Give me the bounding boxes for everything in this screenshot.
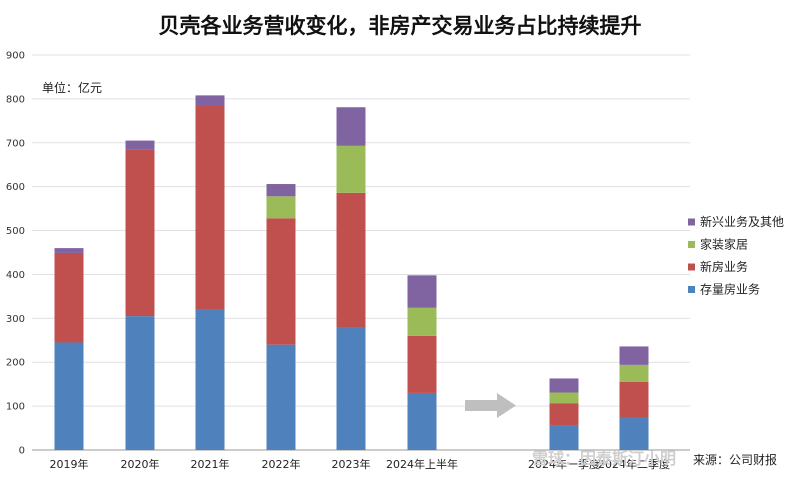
- x-tick-label: 2021年: [191, 457, 230, 471]
- x-tick-label: 2024年二季度: [598, 457, 670, 471]
- y-axis: 0 100 200 300 400 500 600 700 800 900: [6, 51, 25, 457]
- legend-label: 存量房业务: [700, 282, 760, 297]
- x-tick-label: 2024年上半年: [386, 457, 458, 471]
- y-tick-label: 100: [6, 402, 25, 413]
- bar-segment: [195, 95, 225, 106]
- x-tick-label: 2024年一季度: [528, 457, 600, 471]
- legend-label: 新兴业务及其他: [700, 214, 784, 229]
- x-tick-label: 2022年: [262, 457, 301, 471]
- unit-label: 单位：亿元: [42, 80, 102, 95]
- bar-segment: [266, 344, 296, 450]
- arrow-icon: [465, 393, 516, 418]
- bar-segment: [266, 196, 296, 219]
- y-tick-label: 900: [6, 51, 25, 62]
- watermark: 雪球：因泰斯汀小明: [532, 449, 676, 468]
- y-tick-label: 500: [6, 226, 25, 237]
- source-note: 来源：公司财报: [693, 452, 777, 467]
- bar-segment: [549, 392, 579, 404]
- bars: [54, 95, 649, 450]
- legend-label: 家装家居: [700, 237, 748, 252]
- y-tick-label: 800: [6, 94, 25, 105]
- bar-segment: [619, 364, 649, 382]
- bar-segment: [54, 342, 84, 450]
- bar-segment: [407, 392, 437, 450]
- bar-segment: [125, 316, 155, 450]
- legend-swatch: [688, 286, 695, 293]
- bar-segment: [336, 145, 366, 193]
- bar-segment: [336, 327, 366, 450]
- legend-label: 新房业务: [700, 259, 748, 274]
- bar-segment: [336, 192, 366, 328]
- bar-segment: [195, 105, 225, 310]
- bar-segment: [125, 140, 155, 150]
- bar-segment: [266, 218, 296, 345]
- x-axis: 2019年 2020年 2021年 2022年 2023年 2024年上半年 2024年一季…: [50, 457, 671, 471]
- bar-segment: [54, 252, 84, 343]
- bar-segment: [195, 309, 225, 450]
- bar-segment: [407, 275, 437, 308]
- bar-segment: [54, 248, 84, 253]
- bar-segment: [619, 381, 649, 418]
- y-tick-label: 600: [6, 182, 25, 193]
- bar-segment: [407, 307, 437, 336]
- bar-segment: [619, 346, 649, 365]
- legend-swatch: [688, 263, 695, 271]
- x-tick-label: 2023年: [332, 457, 371, 471]
- y-tick-label: 700: [6, 138, 25, 149]
- y-tick-label: 300: [6, 314, 25, 325]
- bar-segment: [125, 149, 155, 317]
- bar-segment: [549, 378, 579, 393]
- y-tick-label: 400: [6, 270, 25, 281]
- legend-swatch: [688, 241, 695, 248]
- x-tick-label: 2019年: [50, 457, 89, 471]
- bar-segment: [336, 107, 366, 146]
- legend-swatch: [688, 218, 695, 226]
- bar-segment: [407, 335, 437, 393]
- bar-segment: [619, 417, 649, 450]
- y-tick-label: 0: [19, 446, 25, 457]
- x-tick-label: 2020年: [121, 457, 160, 471]
- bar-segment: [549, 425, 579, 450]
- chart-title: 贝壳各业务营收变化，非房产交易业务占比持续提升: [159, 14, 642, 38]
- bar-segment: [266, 184, 296, 197]
- bar-segment: [549, 403, 579, 426]
- y-tick-label: 200: [6, 358, 25, 369]
